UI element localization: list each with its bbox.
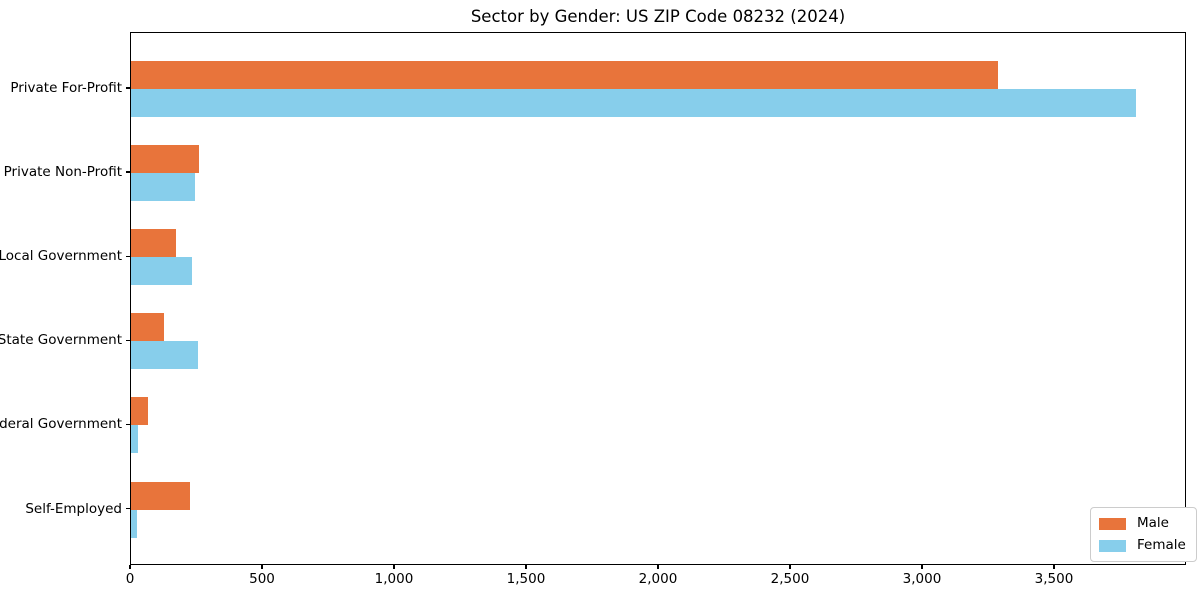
y-tick-label-private-non-profit: Private Non-Profit [3,164,122,181]
x-tick-label-2-500: 2,500 [770,571,810,587]
x-tick-label-500: 500 [249,571,275,587]
legend-swatch-female [1099,539,1126,552]
x-tick-label-1-500: 1,500 [506,571,546,587]
legend-entry-female: Female [1099,538,1186,553]
x-tick-mark [789,565,791,569]
bar-female-self-employed [131,509,137,538]
x-tick-mark [393,565,395,569]
y-tick-label-local-government: Local Government [0,248,122,265]
x-tick-label-1-000: 1,000 [374,571,414,587]
y-tick-mark [126,507,130,510]
y-tick-mark [126,171,130,173]
bar-female-private-non-profit [131,173,196,202]
legend-label-female: Female [1137,537,1186,553]
x-tick-mark [1053,565,1055,569]
legend: Male Female [1090,507,1197,562]
x-tick-label-0: 0 [125,571,135,587]
chart-title: Sector by Gender: US ZIP Code 08232 (202… [470,7,846,26]
bar-male-federal-government [131,397,149,426]
plot-area [130,32,1186,565]
bar-female-private-for-profit [131,89,1136,117]
y-tick-label-federal-government: Federal Government [0,416,122,433]
y-tick-mark [126,423,130,426]
x-tick-mark [261,565,263,569]
y-tick-mark [126,339,130,341]
bar-female-federal-government [131,425,139,454]
bar-male-self-employed [131,481,191,510]
legend-label-male: Male [1137,515,1169,531]
legend-swatch-male [1099,517,1126,530]
bar-male-private-for-profit [131,61,999,89]
y-tick-label-self-employed: Self-Employed [25,500,122,517]
bar-male-local-government [131,229,176,258]
y-tick-mark [126,87,130,89]
y-tick-label-state-government: State Government [0,332,122,349]
y-tick-mark [126,255,130,257]
bar-female-state-government [131,341,198,370]
x-tick-mark [525,565,527,569]
bar-male-state-government [131,313,164,342]
legend-entry-male: Male [1099,516,1186,531]
x-tick-mark [129,565,131,569]
x-tick-mark [921,565,923,569]
x-tick-label-2-000: 2,000 [638,571,678,587]
bar-female-local-government [131,257,192,286]
x-tick-label-3-500: 3,500 [1034,571,1074,587]
y-tick-label-private-for-profit: Private For-Profit [10,80,122,96]
x-tick-label-3-000: 3,000 [902,571,942,587]
bar-male-private-non-profit [131,145,200,174]
x-tick-mark [657,565,659,569]
